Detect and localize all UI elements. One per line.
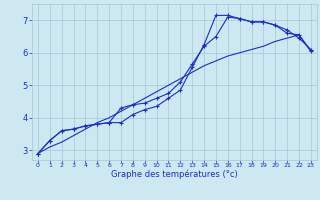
- X-axis label: Graphe des températures (°c): Graphe des températures (°c): [111, 170, 238, 179]
